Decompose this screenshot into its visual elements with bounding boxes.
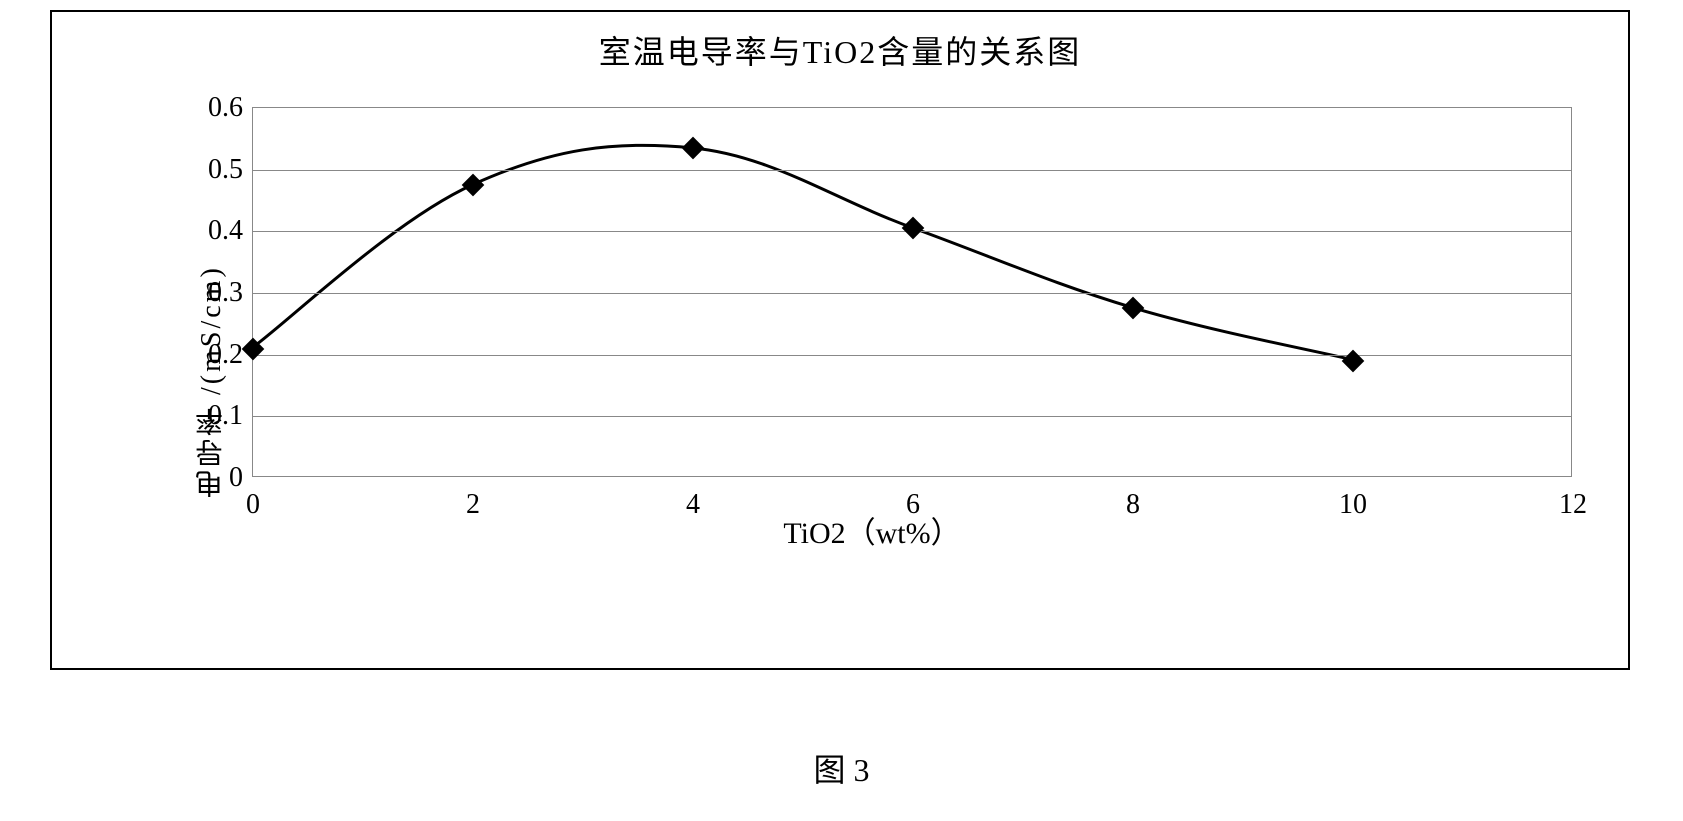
chart-title: 室温电导率与TiO2含量的关系图: [52, 12, 1628, 73]
data-line: [253, 145, 1351, 359]
plot-wrapper: 电导率 /(mS/cm) 00.10.20.30.40.50.602468101…: [162, 107, 1582, 567]
y-axis-label: 电导率 /(mS/cm): [192, 207, 232, 557]
gridline: [253, 355, 1571, 356]
y-tick-label: 0.3: [183, 277, 243, 309]
y-tick-label: 0.4: [183, 215, 243, 247]
y-tick-label: 0: [183, 462, 243, 494]
gridline: [253, 293, 1571, 294]
y-tick-label: 0.5: [183, 154, 243, 186]
gridline: [253, 170, 1571, 171]
gridline: [253, 416, 1571, 417]
y-tick-label: 0.1: [183, 400, 243, 432]
data-point: [902, 217, 925, 240]
data-point: [462, 174, 485, 197]
y-tick-label: 0.6: [183, 92, 243, 124]
data-point: [682, 137, 705, 160]
chart-container: 室温电导率与TiO2含量的关系图 电导率 /(mS/cm) 00.10.20.3…: [50, 10, 1630, 670]
x-axis-label: TiO2（wt%）: [162, 508, 1582, 552]
figure-caption: 图 3: [0, 745, 1683, 791]
y-tick-label: 0.2: [183, 339, 243, 371]
data-point: [1342, 350, 1365, 373]
line-layer: [253, 108, 1571, 476]
data-point: [242, 337, 265, 360]
plot-area: 00.10.20.30.40.50.6024681012: [252, 107, 1572, 477]
data-point: [1122, 297, 1145, 320]
